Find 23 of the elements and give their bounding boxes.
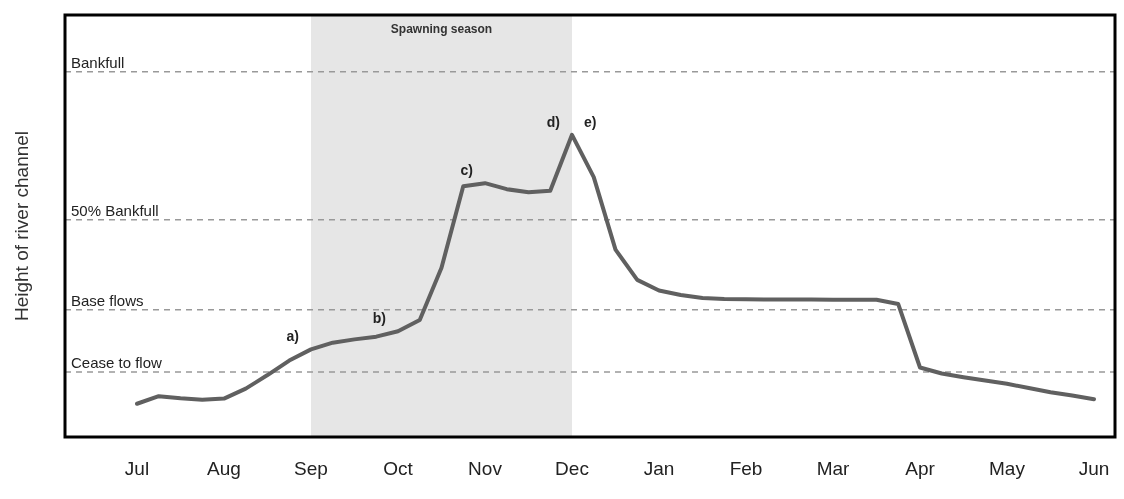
x-tick-label: May: [989, 458, 1026, 479]
x-tick-label: Oct: [383, 458, 414, 479]
x-tick-label: Mar: [816, 458, 851, 479]
x-tick-label: Jan: [643, 458, 675, 479]
ref-line-label: Base flows: [71, 291, 144, 309]
ref-line-label: 50% Bankfull: [71, 201, 159, 219]
ref-line-label: Bankfull: [71, 53, 125, 71]
annotation: a): [286, 328, 299, 345]
annotation: e): [584, 113, 597, 130]
x-tick-label: Sep: [294, 458, 328, 479]
x-tick-label: Dec: [555, 458, 589, 479]
x-tick-label: Nov: [468, 458, 503, 479]
annotation: c): [460, 162, 473, 179]
x-tick-label: Jul: [124, 458, 150, 479]
x-tick-label: Feb: [729, 458, 763, 479]
y-axis-title: Height of river channel: [11, 130, 32, 322]
annotation: d): [546, 113, 560, 130]
x-tick-label: Aug: [207, 458, 241, 479]
x-tick-label: Apr: [905, 458, 936, 479]
band-label: Spawning season: [390, 22, 493, 36]
ref-line-label: Cease to flow: [71, 354, 163, 372]
annotation: b): [372, 310, 386, 327]
x-tick-label: Jun: [1078, 458, 1110, 479]
